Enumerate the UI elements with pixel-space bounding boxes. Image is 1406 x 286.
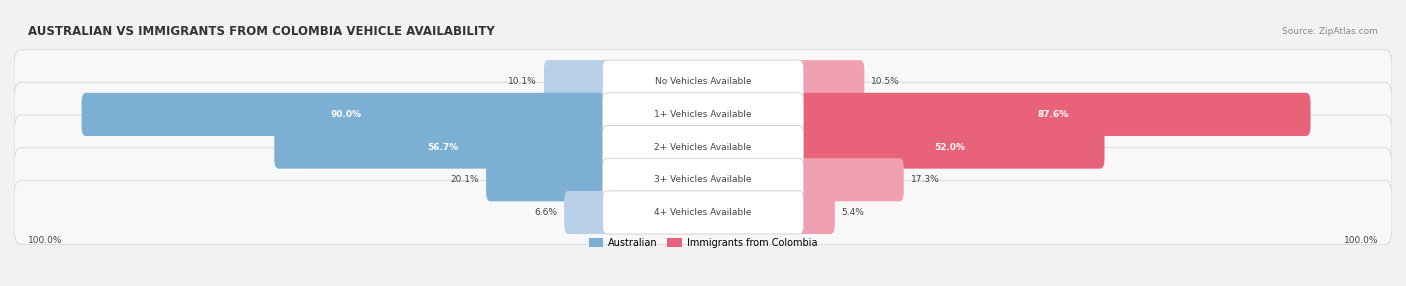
Text: 10.1%: 10.1%	[509, 77, 537, 86]
Text: 56.7%: 56.7%	[427, 143, 458, 152]
FancyBboxPatch shape	[14, 148, 1392, 212]
Text: 52.0%: 52.0%	[935, 143, 966, 152]
FancyBboxPatch shape	[14, 82, 1392, 146]
FancyBboxPatch shape	[602, 126, 804, 169]
FancyBboxPatch shape	[14, 50, 1392, 114]
FancyBboxPatch shape	[14, 115, 1392, 179]
FancyBboxPatch shape	[602, 60, 804, 103]
Text: 1+ Vehicles Available: 1+ Vehicles Available	[654, 110, 752, 119]
Text: 100.0%: 100.0%	[1344, 236, 1378, 245]
Text: 90.0%: 90.0%	[330, 110, 361, 119]
FancyBboxPatch shape	[564, 191, 610, 234]
Text: 3+ Vehicles Available: 3+ Vehicles Available	[654, 175, 752, 184]
FancyBboxPatch shape	[796, 126, 1105, 169]
FancyBboxPatch shape	[796, 60, 865, 103]
FancyBboxPatch shape	[486, 158, 610, 201]
Text: 4+ Vehicles Available: 4+ Vehicles Available	[654, 208, 752, 217]
Text: 20.1%: 20.1%	[450, 175, 479, 184]
Text: No Vehicles Available: No Vehicles Available	[655, 77, 751, 86]
FancyBboxPatch shape	[14, 180, 1392, 245]
Text: 10.5%: 10.5%	[872, 77, 900, 86]
FancyBboxPatch shape	[274, 126, 610, 169]
Text: 17.3%: 17.3%	[911, 175, 939, 184]
Text: 2+ Vehicles Available: 2+ Vehicles Available	[654, 143, 752, 152]
FancyBboxPatch shape	[602, 158, 804, 201]
FancyBboxPatch shape	[602, 93, 804, 136]
Text: 5.4%: 5.4%	[842, 208, 865, 217]
FancyBboxPatch shape	[82, 93, 610, 136]
Text: Source: ZipAtlas.com: Source: ZipAtlas.com	[1282, 27, 1378, 35]
Text: 100.0%: 100.0%	[28, 236, 62, 245]
FancyBboxPatch shape	[602, 191, 804, 234]
FancyBboxPatch shape	[796, 191, 835, 234]
Text: 87.6%: 87.6%	[1038, 110, 1069, 119]
FancyBboxPatch shape	[544, 60, 610, 103]
Text: AUSTRALIAN VS IMMIGRANTS FROM COLOMBIA VEHICLE AVAILABILITY: AUSTRALIAN VS IMMIGRANTS FROM COLOMBIA V…	[28, 25, 495, 37]
Text: 6.6%: 6.6%	[534, 208, 557, 217]
Legend: Australian, Immigrants from Colombia: Australian, Immigrants from Colombia	[585, 234, 821, 251]
FancyBboxPatch shape	[796, 158, 904, 201]
FancyBboxPatch shape	[796, 93, 1310, 136]
